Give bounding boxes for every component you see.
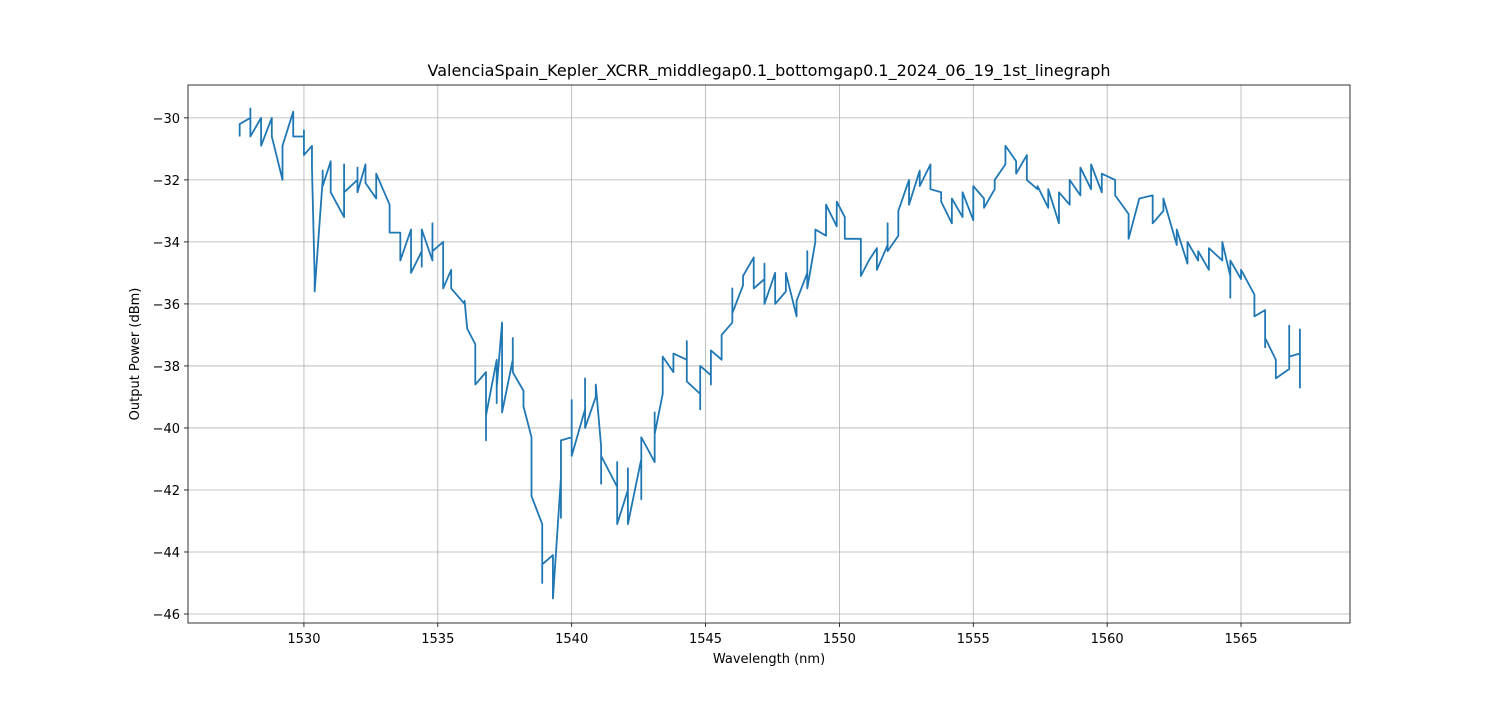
y-axis-label: Output Power (dBm) (128, 288, 143, 421)
y-tick-label: −40 (153, 422, 180, 437)
x-tick-label: 1555 (957, 632, 990, 647)
y-tick-label: −38 (153, 360, 180, 375)
y-tick-label: −34 (153, 236, 180, 251)
plot-frame (187, 84, 1351, 624)
y-tick-label: −30 (153, 112, 180, 127)
x-tick-label: 1535 (421, 632, 454, 647)
x-tick-label: 1565 (1224, 632, 1257, 647)
x-tick-label: 1540 (555, 632, 588, 647)
y-tick-label: −32 (153, 174, 180, 189)
y-tick-label: −44 (153, 546, 180, 561)
y-tick-label: −36 (153, 298, 180, 313)
x-tick-label: 1550 (823, 632, 856, 647)
y-tick-label: −42 (153, 484, 180, 499)
x-tick-label: 1530 (287, 632, 320, 647)
x-tick-label: 1545 (689, 632, 722, 647)
x-axis-label: Wavelength (nm) (713, 652, 825, 667)
data-line (238, 107, 1301, 600)
y-tick-label: −46 (153, 608, 180, 623)
x-tick-label: 1560 (1091, 632, 1124, 647)
chart-title: ValenciaSpain_Kepler_XCRR_middlegap0.1_b… (427, 61, 1110, 81)
